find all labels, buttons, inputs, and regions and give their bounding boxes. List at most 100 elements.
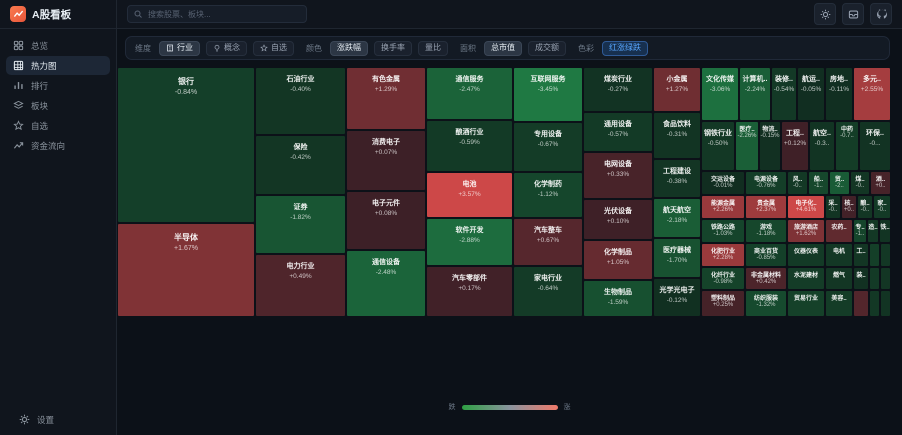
treemap-tile[interactable]: 汽车整车 +0.67% xyxy=(514,219,582,265)
treemap-tile[interactable]: 商业百货 -0.85% xyxy=(746,244,786,266)
treemap-tile[interactable]: 仪器仪表 xyxy=(788,244,824,266)
treemap-tile[interactable]: 航运.. -0.05% xyxy=(798,68,824,120)
theme-toggle-button[interactable] xyxy=(814,3,836,25)
search-box[interactable] xyxy=(127,5,307,23)
treemap-tile[interactable]: 通信服务 -2.47% xyxy=(427,68,512,119)
treemap-tile[interactable]: 航空.. -0.3.. xyxy=(810,122,834,170)
treemap-tile[interactable]: 保险 -0.42% xyxy=(256,136,345,194)
treemap-tile[interactable]: 造.. xyxy=(868,220,878,242)
treemap-tile[interactable]: 证券 -1.82% xyxy=(256,196,345,253)
treemap-tile[interactable]: 风.. -0.. xyxy=(788,172,807,194)
sidebar-item-grid[interactable]: 总览 xyxy=(6,36,110,55)
treemap-tile[interactable]: 核.. +0.. xyxy=(842,196,856,218)
treemap-tile[interactable]: 交运设备 -0.01% xyxy=(702,172,744,194)
treemap-tile[interactable] xyxy=(881,268,890,289)
treemap-tile[interactable]: 物流.. -0.15% xyxy=(760,122,780,170)
treemap-tile[interactable]: 文化传媒 -3.06% xyxy=(702,68,738,120)
treemap-tile[interactable]: 钢铁行业 -0.50% xyxy=(702,122,734,170)
sidebar-item-flow[interactable]: 资金流向 xyxy=(6,136,110,155)
treemap-tile[interactable]: 中药 -0.7.. xyxy=(836,122,858,170)
treemap-tile[interactable]: 光学光电子 -0.12% xyxy=(654,279,700,316)
treemap-tile[interactable]: 房地.. -0.11% xyxy=(826,68,852,120)
filter-chip-涨跌幅[interactable]: 涨跌幅 xyxy=(330,40,368,56)
treemap-tile[interactable]: 半导体 +1.67% xyxy=(118,224,254,316)
treemap-tile[interactable]: 电网设备 +0.33% xyxy=(584,153,652,198)
filter-chip-成交额[interactable]: 成交额 xyxy=(528,40,566,56)
treemap-tile[interactable]: 消费电子 +0.07% xyxy=(347,131,425,190)
treemap-tile[interactable]: 电子元件 +0.08% xyxy=(347,192,425,249)
treemap-tile[interactable]: 有色金属 +1.29% xyxy=(347,68,425,129)
treemap-tile[interactable]: 水泥建材 xyxy=(788,268,824,289)
treemap-tile[interactable]: 旅游酒店 +1.62% xyxy=(788,220,824,242)
treemap-tile[interactable]: 化肥行业 +2.28% xyxy=(702,244,744,266)
filter-chip-换手率[interactable]: 换手率 xyxy=(374,40,412,56)
treemap-tile[interactable]: 家.. -0.. xyxy=(874,196,890,218)
treemap-tile[interactable]: 通信设备 -2.48% xyxy=(347,251,425,316)
sidebar-item-heatmap[interactable]: 热力图 xyxy=(6,56,110,75)
filter-chip-自选[interactable]: 自选 xyxy=(253,40,294,56)
search-input[interactable] xyxy=(146,8,300,20)
treemap-tile[interactable]: 燃气 xyxy=(826,268,852,289)
treemap-tile[interactable] xyxy=(870,268,879,289)
treemap-tile[interactable]: 铁.. xyxy=(880,220,890,242)
treemap-tile[interactable]: 生物制品 -1.59% xyxy=(584,281,652,316)
treemap-tile[interactable]: 煤.. -0.. xyxy=(851,172,869,194)
treemap-tile[interactable] xyxy=(881,291,890,316)
treemap-tile[interactable] xyxy=(881,244,890,266)
treemap-tile[interactable]: 工程.. +0.12% xyxy=(782,122,808,170)
treemap-tile[interactable]: 医疗.. -2.26% xyxy=(736,122,758,170)
treemap-tile[interactable]: 汽车零部件 +0.17% xyxy=(427,267,512,316)
treemap-tile[interactable]: 农药.. xyxy=(826,220,852,242)
treemap-tile[interactable]: 小金属 +1.27% xyxy=(654,68,700,111)
treemap-tile[interactable]: 软件开发 -2.88% xyxy=(427,219,512,265)
treemap-tile[interactable]: 煤炭行业 -0.27% xyxy=(584,68,652,111)
treemap-tile[interactable]: 工程建设 -0.38% xyxy=(654,160,700,197)
treemap-tile[interactable]: 工.. xyxy=(854,244,868,266)
treemap-tile[interactable]: 能源金属 +2.26% xyxy=(702,196,744,218)
treemap-tile[interactable]: 专.. -1.. xyxy=(854,220,866,242)
treemap-tile[interactable]: 贵金属 +2.37% xyxy=(746,196,786,218)
treemap-tile[interactable]: 银行 -0.84% xyxy=(118,68,254,222)
treemap-tile[interactable]: 游戏 -1.18% xyxy=(746,220,786,242)
filter-chip-量比[interactable]: 量比 xyxy=(418,40,448,56)
treemap-tile[interactable]: 化纤行业 -0.98% xyxy=(702,268,744,289)
treemap-tile[interactable]: 医疗器械 -1.70% xyxy=(654,239,700,277)
treemap-tile[interactable]: 铁路公路 -1.03% xyxy=(702,220,744,242)
treemap-tile[interactable]: 塑料制品 +0.25% xyxy=(702,291,744,316)
github-button[interactable] xyxy=(870,3,892,25)
treemap-tile[interactable]: 装.. xyxy=(854,268,868,289)
treemap-tile[interactable]: 环保.. -0... xyxy=(860,122,890,170)
treemap-tile[interactable]: 美容.. xyxy=(826,291,852,316)
treemap-tile[interactable] xyxy=(870,291,879,316)
treemap-tile[interactable]: 化学制品 +1.05% xyxy=(584,241,652,279)
treemap-tile[interactable]: 电池 +3.57% xyxy=(427,173,512,217)
treemap-tile[interactable]: 装修.. -0.54% xyxy=(772,68,796,120)
treemap-tile[interactable]: 家电行业 -0.64% xyxy=(514,267,582,316)
treemap-tile[interactable] xyxy=(870,244,879,266)
treemap-tile[interactable]: 化学制药 -1.12% xyxy=(514,173,582,217)
sidebar-item-chart[interactable]: 排行 xyxy=(6,76,110,95)
filter-chip-概念[interactable]: 概念 xyxy=(206,40,247,56)
treemap-tile[interactable]: 酒.. +0.. xyxy=(871,172,890,194)
sidebar-item-layers[interactable]: 板块 xyxy=(6,96,110,115)
treemap-tile[interactable] xyxy=(854,291,868,316)
treemap-tile[interactable]: 酿.. -0.. xyxy=(858,196,872,218)
treemap-tile[interactable]: 通用设备 -0.57% xyxy=(584,113,652,151)
treemap-tile[interactable]: 船.. -1.. xyxy=(809,172,828,194)
treemap-tile[interactable]: 贸.. -2.. xyxy=(830,172,849,194)
filter-chip-红涨绿跌[interactable]: 红涨绿跌 xyxy=(602,40,648,56)
treemap-tile[interactable]: 采.. -0.. xyxy=(826,196,840,218)
treemap-tile[interactable]: 电力行业 +0.49% xyxy=(256,255,345,316)
treemap-tile[interactable]: 光伏设备 +0.10% xyxy=(584,200,652,239)
treemap-tile[interactable]: 石油行业 -0.40% xyxy=(256,68,345,134)
sidebar-item-star[interactable]: 自选 xyxy=(6,116,110,135)
treemap-tile[interactable]: 酿酒行业 -0.59% xyxy=(427,121,512,171)
filter-chip-总市值[interactable]: 总市值 xyxy=(484,40,522,56)
treemap-tile[interactable]: 食品饮料 -0.31% xyxy=(654,113,700,158)
treemap-tile[interactable]: 专用设备 -0.67% xyxy=(514,123,582,171)
treemap-tile[interactable]: 多元.. +2.55% xyxy=(854,68,890,120)
treemap-tile[interactable]: 非金属材料 +0.42% xyxy=(746,268,786,289)
treemap-tile[interactable]: 电源设备 -0.76% xyxy=(746,172,786,194)
filter-chip-行业[interactable]: 行业 xyxy=(159,40,200,56)
treemap-tile[interactable]: 计算机.. -2.24% xyxy=(740,68,770,120)
